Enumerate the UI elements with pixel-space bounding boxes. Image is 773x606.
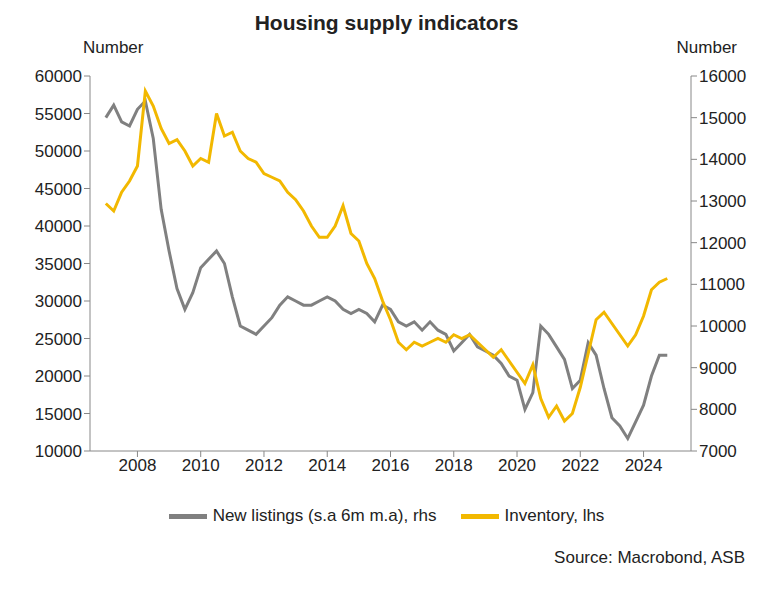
svg-text:2018: 2018: [435, 456, 473, 475]
html-text:Source: Macrobond, ASB: Source: Macrobond, ASB: [554, 548, 745, 567]
svg-text:2014: 2014: [308, 456, 346, 475]
svg-text:35000: 35000: [35, 255, 82, 274]
svg-text:50000: 50000: [35, 142, 82, 161]
svg-text:55000: 55000: [35, 105, 82, 124]
html-text:Inventory, lhs: Inventory, lhs: [504, 506, 605, 525]
svg-text:30000: 30000: [35, 292, 82, 311]
svg-text:2020: 2020: [498, 456, 536, 475]
svg-text:13000: 13000: [699, 192, 746, 211]
svg-text:2010: 2010: [182, 456, 220, 475]
svg-text:10000: 10000: [35, 442, 82, 461]
svg-text:2008: 2008: [119, 456, 157, 475]
svg-text:25000: 25000: [35, 330, 82, 349]
svg-text:2022: 2022: [561, 456, 599, 475]
svg-text:11000: 11000: [699, 275, 745, 294]
svg-text:60000: 60000: [35, 67, 82, 86]
svg-text:15000: 15000: [699, 109, 746, 128]
svg-text:8000: 8000: [699, 400, 737, 419]
svg-text:15000: 15000: [35, 405, 82, 424]
svg-text:16000: 16000: [699, 67, 746, 86]
svg-text:10000: 10000: [699, 317, 746, 336]
html-text:Number: Number: [676, 38, 737, 57]
svg-text:40000: 40000: [35, 217, 82, 236]
svg-text:20000: 20000: [35, 367, 82, 386]
html-text:Housing supply indicators: Housing supply indicators: [254, 11, 519, 34]
svg-text:7000: 7000: [699, 442, 737, 461]
svg-text:14000: 14000: [699, 150, 746, 169]
html-text:Number: Number: [83, 38, 144, 57]
svg-text:12000: 12000: [699, 234, 746, 253]
svg-text:2024: 2024: [625, 456, 663, 475]
svg-text:45000: 45000: [35, 180, 82, 199]
svg-text:2012: 2012: [245, 456, 283, 475]
svg-text:2016: 2016: [372, 456, 410, 475]
html-text:New listings (s.a 6m m.a), rhs: New listings (s.a 6m m.a), rhs: [212, 506, 437, 525]
svg-text:9000: 9000: [699, 359, 737, 378]
